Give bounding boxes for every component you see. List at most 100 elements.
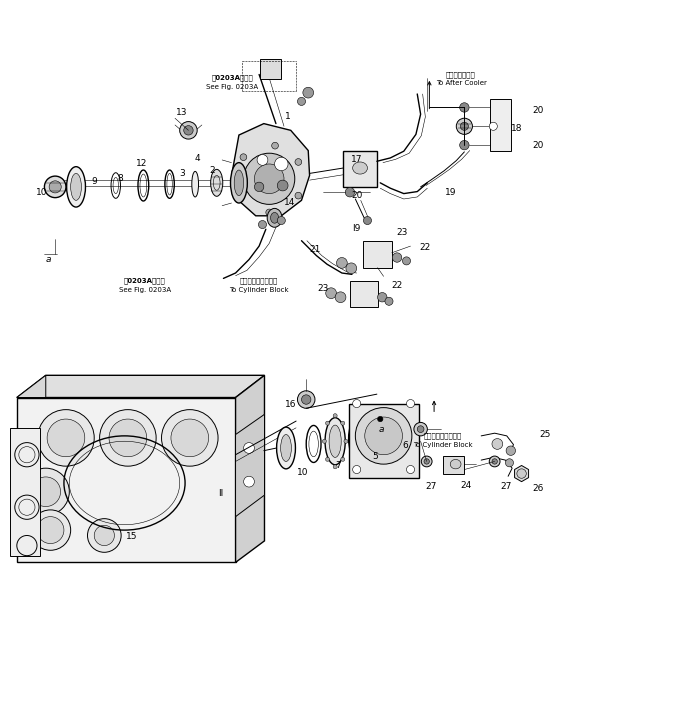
Text: アフタクーラへ: アフタクーラへ — [446, 72, 476, 79]
Text: シリンダブロックへ: シリンダブロックへ — [424, 433, 462, 439]
Text: 13: 13 — [176, 108, 188, 118]
Circle shape — [240, 154, 247, 161]
Text: 20: 20 — [533, 106, 544, 115]
Text: 6: 6 — [402, 441, 408, 450]
Polygon shape — [10, 428, 40, 556]
Text: See Fig. 0203A: See Fig. 0203A — [118, 287, 171, 293]
Circle shape — [295, 193, 302, 199]
Text: a: a — [46, 255, 51, 264]
Circle shape — [460, 102, 469, 112]
Text: To Cylinder Block: To Cylinder Block — [229, 287, 289, 293]
Ellipse shape — [234, 170, 244, 195]
Circle shape — [237, 193, 244, 199]
Circle shape — [335, 292, 346, 303]
Circle shape — [109, 419, 147, 456]
Polygon shape — [17, 376, 264, 397]
Circle shape — [346, 263, 357, 274]
Text: a: a — [378, 425, 384, 433]
Circle shape — [44, 176, 66, 198]
Circle shape — [297, 391, 315, 408]
Polygon shape — [17, 397, 236, 562]
Circle shape — [353, 399, 361, 407]
Bar — [363, 241, 392, 267]
Circle shape — [244, 477, 254, 487]
Circle shape — [295, 159, 302, 165]
Circle shape — [489, 123, 497, 131]
Text: 24: 24 — [460, 480, 471, 490]
Circle shape — [37, 517, 64, 544]
Text: 22: 22 — [392, 280, 402, 290]
Text: 27: 27 — [501, 482, 511, 491]
Text: シリンダブロックへ: シリンダブロックへ — [240, 278, 278, 284]
Circle shape — [244, 154, 295, 204]
Circle shape — [492, 459, 497, 464]
Ellipse shape — [329, 425, 341, 457]
Circle shape — [322, 439, 326, 443]
Circle shape — [517, 469, 526, 478]
Circle shape — [180, 122, 197, 139]
Circle shape — [492, 438, 503, 449]
Circle shape — [254, 164, 284, 194]
Text: To Cylinder Block: To Cylinder Block — [413, 442, 472, 448]
Text: 7: 7 — [335, 461, 341, 470]
Circle shape — [272, 142, 279, 149]
Text: To After Cooler: To After Cooler — [435, 80, 487, 87]
Bar — [349, 404, 419, 477]
Bar — [350, 281, 378, 306]
Circle shape — [254, 182, 264, 192]
Text: 4: 4 — [195, 154, 201, 163]
Bar — [490, 99, 511, 151]
Circle shape — [277, 180, 288, 191]
Ellipse shape — [267, 208, 282, 227]
Ellipse shape — [281, 435, 291, 461]
Text: 23: 23 — [397, 228, 408, 237]
Polygon shape — [17, 376, 46, 397]
Circle shape — [258, 221, 267, 229]
Circle shape — [378, 293, 387, 302]
Bar — [443, 456, 464, 474]
Polygon shape — [515, 466, 528, 482]
Ellipse shape — [325, 417, 345, 465]
Ellipse shape — [450, 459, 461, 469]
Bar — [343, 151, 377, 187]
Circle shape — [353, 466, 361, 474]
Circle shape — [341, 457, 345, 461]
Circle shape — [506, 446, 516, 456]
Text: 20: 20 — [351, 191, 362, 200]
Circle shape — [414, 423, 427, 436]
Text: 22: 22 — [420, 243, 431, 252]
Circle shape — [406, 399, 415, 407]
Circle shape — [417, 426, 424, 433]
Circle shape — [302, 395, 311, 404]
Circle shape — [333, 465, 337, 469]
Circle shape — [406, 466, 415, 474]
Circle shape — [22, 468, 69, 516]
Ellipse shape — [271, 213, 279, 224]
Circle shape — [456, 118, 472, 134]
Text: 10: 10 — [297, 469, 309, 477]
Circle shape — [489, 456, 500, 466]
Circle shape — [333, 414, 337, 417]
Text: 12: 12 — [136, 159, 147, 168]
Circle shape — [355, 407, 412, 464]
Circle shape — [257, 154, 268, 165]
Circle shape — [266, 209, 273, 216]
Circle shape — [47, 419, 85, 456]
Text: 3: 3 — [179, 169, 184, 178]
Text: 14: 14 — [284, 198, 295, 207]
Text: 16: 16 — [285, 399, 297, 409]
Text: 26: 26 — [533, 484, 544, 493]
Circle shape — [424, 459, 429, 464]
Text: See Fig. 0203A: See Fig. 0203A — [206, 84, 258, 89]
Circle shape — [326, 288, 336, 298]
Text: 図0203A図参照: 図0203A図参照 — [124, 278, 166, 284]
Circle shape — [326, 457, 330, 461]
Circle shape — [297, 97, 306, 105]
Circle shape — [277, 216, 285, 224]
Text: 20: 20 — [533, 141, 544, 150]
Circle shape — [345, 187, 355, 197]
Polygon shape — [236, 415, 264, 517]
Text: 27: 27 — [425, 482, 436, 491]
Text: II: II — [218, 489, 223, 497]
Circle shape — [275, 157, 288, 171]
